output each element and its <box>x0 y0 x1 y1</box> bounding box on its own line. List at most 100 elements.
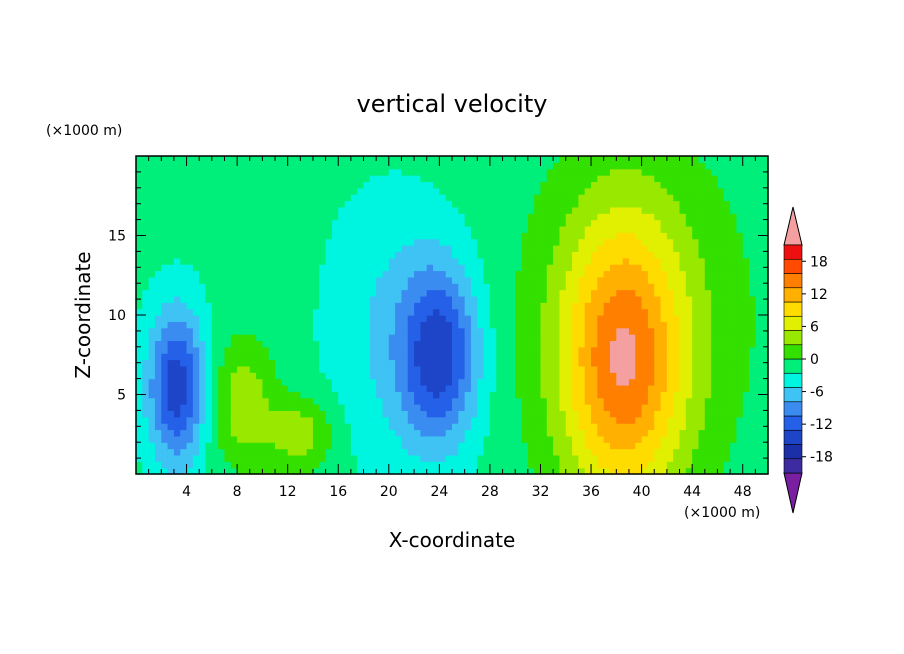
heatmap-cell <box>692 308 700 316</box>
heatmap-cell <box>420 257 428 265</box>
heatmap-cell <box>388 416 396 424</box>
heatmap-cell <box>470 264 478 272</box>
heatmap-cell <box>350 321 358 329</box>
heatmap-cell <box>205 359 213 367</box>
heatmap-cell <box>527 410 535 418</box>
heatmap-cell <box>300 410 308 418</box>
heatmap-cell <box>369 397 377 405</box>
heatmap-cell <box>338 213 346 221</box>
heatmap-cell <box>521 302 529 310</box>
heatmap-cell <box>565 276 573 284</box>
heatmap-cell <box>603 397 611 405</box>
heatmap-cell <box>237 232 245 240</box>
heatmap-cell <box>534 264 542 272</box>
heatmap-cell <box>477 372 485 380</box>
heatmap-cell <box>154 372 162 380</box>
heatmap-cell <box>262 372 270 380</box>
heatmap-cell <box>161 162 169 170</box>
heatmap-cell <box>711 200 719 208</box>
heatmap-cell <box>540 289 548 297</box>
heatmap-cell <box>230 353 238 361</box>
heatmap-cell <box>407 251 415 259</box>
heatmap-cell <box>312 270 320 278</box>
heatmap-cell <box>470 353 478 361</box>
heatmap-cell <box>546 423 554 431</box>
heatmap-cell <box>300 270 308 278</box>
heatmap-cell <box>331 315 339 322</box>
heatmap-cell <box>565 353 573 361</box>
heatmap-cell <box>382 448 390 456</box>
heatmap-cell <box>685 295 693 303</box>
heatmap-cell <box>281 302 289 310</box>
heatmap-cell <box>294 270 301 278</box>
heatmap-cell <box>218 162 226 170</box>
heatmap-cell <box>692 175 700 183</box>
heatmap-cell <box>515 378 523 386</box>
heatmap-cell <box>489 410 497 418</box>
heatmap-cell <box>654 238 662 246</box>
heatmap-cell <box>357 334 365 342</box>
heatmap-cell <box>312 315 320 322</box>
heatmap-cell <box>287 423 295 431</box>
heatmap-cell <box>565 340 573 348</box>
heatmap-cell <box>730 283 737 291</box>
heatmap-cell <box>237 289 245 297</box>
heatmap-cell <box>591 359 598 367</box>
heatmap-cell <box>211 162 219 170</box>
heatmap-cell <box>723 232 731 240</box>
heatmap-cell <box>331 175 339 183</box>
heatmap-cell <box>578 410 586 418</box>
heatmap-cell <box>508 232 516 240</box>
heatmap-cell <box>312 397 320 405</box>
heatmap-cell <box>458 423 466 431</box>
heatmap-cell <box>306 181 314 189</box>
heatmap-cell <box>458 448 466 456</box>
heatmap-cell <box>268 206 276 214</box>
heatmap-cell <box>483 219 491 227</box>
heatmap-cell <box>173 225 181 233</box>
heatmap-cell <box>666 365 674 373</box>
heatmap-cell <box>717 365 725 373</box>
heatmap-cell <box>546 442 554 450</box>
heatmap-cell <box>281 442 289 450</box>
heatmap-cell <box>395 321 403 329</box>
heatmap-cell <box>388 232 396 240</box>
heatmap-cell <box>224 289 232 297</box>
heatmap-cell <box>439 429 447 437</box>
heatmap-cell <box>439 346 447 354</box>
heatmap-cell <box>275 264 282 272</box>
heatmap-cell <box>199 359 207 367</box>
heatmap-cell <box>401 251 409 259</box>
heatmap-cell <box>445 206 453 214</box>
heatmap-cell <box>666 359 674 367</box>
heatmap-cell <box>622 378 630 386</box>
heatmap-cell <box>698 378 706 386</box>
heatmap-cell <box>736 276 744 284</box>
heatmap-cell <box>508 225 516 233</box>
heatmap-cell <box>230 308 238 316</box>
heatmap-cell <box>407 435 415 443</box>
heatmap-cell <box>464 454 472 462</box>
heatmap-cell <box>470 327 478 335</box>
heatmap-cell <box>363 467 371 475</box>
heatmap-cell <box>641 295 649 303</box>
heatmap-cell <box>635 442 643 450</box>
heatmap-cell <box>717 283 725 291</box>
heatmap-cell <box>230 162 238 170</box>
heatmap-cell <box>275 225 282 233</box>
heatmap-cell <box>445 435 453 443</box>
heatmap-cell <box>730 162 737 170</box>
heatmap-cell <box>350 378 358 386</box>
heatmap-cell <box>647 378 655 386</box>
heatmap-cell <box>616 442 624 450</box>
heatmap-cell <box>622 416 630 424</box>
heatmap-cell <box>142 461 150 469</box>
heatmap-cell <box>439 276 447 284</box>
heatmap-cell <box>275 295 282 303</box>
heatmap-cell <box>205 334 213 342</box>
heatmap-cell <box>534 245 542 252</box>
heatmap-cell <box>666 264 674 272</box>
heatmap-cell <box>433 302 440 310</box>
heatmap-cell <box>470 238 478 246</box>
heatmap-cell <box>395 467 403 475</box>
